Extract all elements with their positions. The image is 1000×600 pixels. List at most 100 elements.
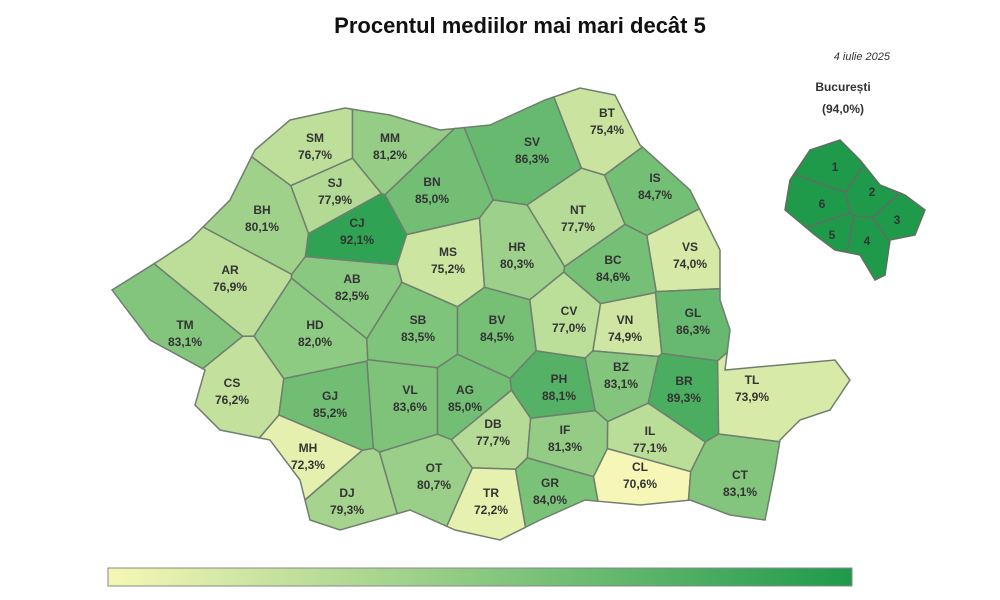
county-code: MS [439, 245, 457, 259]
county-code: DJ [339, 486, 354, 500]
bucharest-name: București [815, 80, 870, 94]
county-value: 84,7% [638, 188, 672, 202]
county-code: HD [306, 318, 324, 332]
county-value: 77,0% [552, 321, 586, 335]
county-code: IL [645, 424, 656, 438]
county-value: 77,7% [561, 220, 595, 234]
county-code: CT [732, 468, 749, 482]
county-code: BN [423, 175, 440, 189]
county-value: 83,1% [168, 335, 202, 349]
county-code: SV [524, 135, 540, 149]
county-code: AR [221, 263, 239, 277]
county-code: VS [682, 240, 698, 254]
county [514, 457, 599, 529]
county [304, 447, 399, 531]
colorbar [107, 567, 853, 587]
county-code: BR [675, 374, 693, 388]
county-value: 83,6% [393, 400, 427, 414]
county-value: 70,6% [623, 477, 657, 491]
county-code: SB [410, 313, 427, 327]
county-value: 76,7% [298, 148, 332, 162]
chart-title: Procentul mediilor mai mari decât 5 [334, 13, 706, 38]
county-value: 80,3% [500, 257, 534, 271]
county-code: AB [343, 272, 361, 286]
county-value: 82,0% [298, 335, 332, 349]
county-code: GR [541, 476, 559, 490]
county-code: HR [508, 240, 526, 254]
sector-label: 4 [864, 234, 871, 248]
county-code: TR [483, 486, 499, 500]
sector-label: 5 [829, 228, 836, 242]
sector-label: 6 [819, 197, 826, 211]
county-value: 92,1% [340, 233, 374, 247]
county-code: BZ [613, 360, 629, 374]
county-value: 75,2% [431, 262, 465, 276]
county-value: 85,2% [313, 406, 347, 420]
county-value: 80,7% [417, 478, 451, 492]
county-value: 85,0% [448, 400, 482, 414]
sector-label: 3 [894, 213, 901, 227]
county [687, 433, 781, 521]
county-value: 83,5% [401, 330, 435, 344]
county-value: 72,3% [291, 458, 325, 472]
county-code: MH [299, 441, 318, 455]
county-value: 72,2% [474, 503, 508, 517]
county-value: 77,7% [476, 434, 510, 448]
county-code: GJ [322, 389, 338, 403]
county-code: GL [685, 306, 702, 320]
county-value: 86,3% [676, 323, 710, 337]
sector-label: 1 [832, 160, 839, 174]
county-code: CV [561, 304, 578, 318]
county-value: 77,9% [318, 193, 352, 207]
county-code: DB [484, 417, 502, 431]
county-value: 88,1% [542, 389, 576, 403]
county-value: 76,2% [215, 393, 249, 407]
date: 4 iulie 2025 [834, 51, 891, 63]
county-code: SM [306, 131, 324, 145]
county-value: 76,9% [213, 280, 247, 294]
county-value: 84,6% [596, 270, 630, 284]
county-value: 82,5% [335, 289, 369, 303]
county-value: 75,4% [590, 123, 624, 137]
county-code: BH [253, 203, 270, 217]
county-code: OT [426, 461, 443, 475]
county-value: 89,3% [667, 391, 701, 405]
bucharest-sector [846, 215, 891, 281]
county-code: SJ [328, 176, 343, 190]
county-value: 85,0% [415, 192, 449, 206]
county-code: AG [456, 383, 474, 397]
county-code: CS [224, 376, 241, 390]
county-code: BC [604, 253, 622, 267]
county-value: 81,2% [373, 148, 407, 162]
bucharest-value: (94,0%) [822, 102, 864, 116]
county-code: PH [551, 372, 568, 386]
county [716, 350, 851, 443]
county-value: 74,9% [608, 330, 642, 344]
county-value: 74,0% [673, 257, 707, 271]
bucharest-sector [784, 173, 852, 229]
county-value: 80,1% [245, 220, 279, 234]
county-code: TL [745, 373, 760, 387]
county-value: 83,1% [604, 377, 638, 391]
county-code: MM [380, 131, 400, 145]
county-value: 84,5% [480, 330, 514, 344]
county-code: IF [560, 423, 571, 437]
county-code: BV [489, 313, 506, 327]
county-value: 86,3% [515, 152, 549, 166]
county-value: 83,1% [723, 485, 757, 499]
county-value: 84,0% [533, 493, 567, 507]
sector-label: 2 [869, 185, 876, 199]
county-code: BT [599, 106, 616, 120]
county-code: VN [617, 313, 634, 327]
county-code: TM [176, 318, 193, 332]
county-code: NT [570, 203, 587, 217]
county-code: CL [632, 460, 648, 474]
county-code: CJ [349, 216, 364, 230]
county-value: 77,1% [633, 441, 667, 455]
county-value: 81,3% [548, 440, 582, 454]
county-value: 79,3% [330, 503, 364, 517]
county-code: VL [402, 383, 417, 397]
county-code: IS [649, 171, 660, 185]
county-value: 73,9% [735, 390, 769, 404]
